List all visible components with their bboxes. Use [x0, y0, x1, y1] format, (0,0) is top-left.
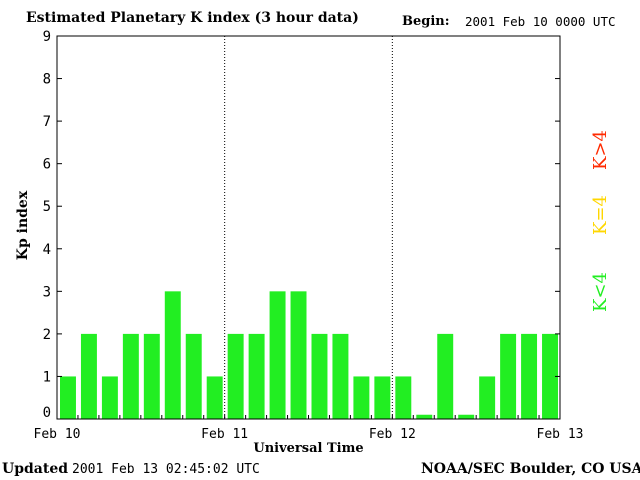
legend-low: K<4	[590, 272, 611, 312]
y-tick-label: 5	[43, 199, 51, 215]
kp-bar	[143, 333, 160, 419]
kp-bar	[290, 291, 307, 419]
legend-mid: K=4	[590, 195, 611, 235]
kp-bar	[416, 414, 433, 419]
y-axis-title: Kp index	[15, 190, 31, 260]
kp-bar	[437, 333, 454, 419]
kp-bar	[395, 376, 412, 419]
kp-bar	[164, 291, 181, 419]
y-tick-label: 2	[43, 327, 51, 343]
y-tick-label: 9	[43, 29, 51, 45]
kp-bar	[227, 333, 244, 419]
kp-bar	[353, 376, 370, 419]
kp-bar	[479, 376, 496, 419]
kp-bar	[521, 333, 538, 419]
x-tick-label: Feb 10	[34, 427, 81, 442]
x-tick-label: Feb 13	[537, 427, 584, 442]
kp-bar	[374, 376, 391, 419]
source-credit: NOAA/SEC Boulder, CO USA	[421, 461, 640, 477]
y-tick-label: 3	[43, 284, 51, 300]
kp-bar	[80, 333, 97, 419]
begin-value: 2001 Feb 10 0000 UTC	[465, 14, 616, 29]
updated-label: Updated	[2, 461, 69, 477]
kp-bar	[122, 333, 139, 419]
begin-label: Begin:	[402, 14, 450, 29]
kp-bar	[542, 333, 558, 419]
kp-bar	[206, 376, 223, 419]
kp-bar	[332, 333, 349, 419]
kp-bar	[311, 333, 328, 419]
chart-title: Estimated Planetary K index (3 hour data…	[26, 10, 359, 26]
x-tick-label: Feb 12	[369, 427, 416, 442]
y-tick-label: 8	[43, 72, 51, 88]
y-tick-label: 7	[43, 114, 51, 130]
kp-bar	[60, 376, 76, 419]
kp-bar	[500, 333, 517, 419]
x-axis-title: Universal Time	[253, 441, 363, 456]
kp-bar	[248, 333, 265, 419]
y-tick-label: 0	[43, 405, 51, 421]
kp-bar	[185, 333, 202, 419]
legend-high: K>4	[590, 130, 611, 170]
kp-bar	[458, 414, 475, 419]
y-tick-label: 6	[43, 157, 51, 173]
updated-value: 2001 Feb 13 02:45:02 UTC	[72, 462, 260, 477]
y-tick-label: 1	[43, 369, 51, 385]
y-tick-label: 4	[43, 242, 51, 258]
kp-bar	[269, 291, 286, 419]
x-tick-label: Feb 11	[201, 427, 248, 442]
kp-bar	[101, 376, 118, 419]
